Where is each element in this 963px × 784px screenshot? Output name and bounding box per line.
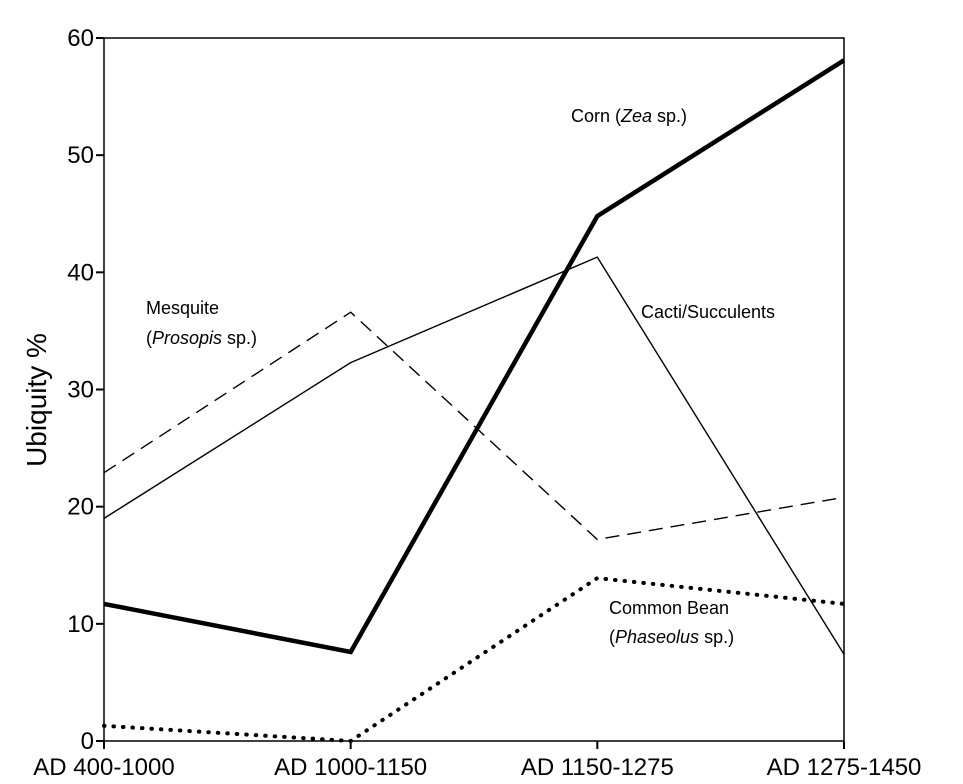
corn-series-line — [103, 58, 846, 655]
corn-annotation: Corn (Zea sp.) — [571, 106, 687, 126]
y-tick-label: 20 — [67, 494, 94, 521]
y-tick-label: 30 — [67, 377, 94, 404]
x-axis: AD 400-1000 AD 1000-1150 AD 1150-1275 AD 12… — [33, 741, 921, 781]
bean-annotation-line1: Common Bean — [609, 598, 729, 618]
y-axis: 0 10 20 30 40 50 60 — [67, 25, 104, 755]
x-tick-label: AD 1000-1150 — [274, 754, 427, 781]
mesquite-annotation-line2: (Prosopis sp.) — [146, 328, 257, 348]
y-tick-label: 10 — [67, 611, 94, 638]
series-layer — [102, 58, 846, 744]
y-axis-title: Ubiquity % — [21, 333, 52, 467]
mesquite-annotation-italic: Prosopis — [152, 328, 222, 348]
bean-annotation-italic: Phaseolus — [615, 627, 699, 647]
y-tick-label: 50 — [67, 142, 94, 169]
corn-annotation-prefix: Corn ( — [571, 106, 621, 126]
bean-annotation-prefix: ( — [609, 627, 615, 647]
cacti-annotation: Cacti/Succulents — [641, 302, 775, 322]
mesquite-annotation-prefix: ( — [146, 328, 152, 348]
cacti-series-line — [103, 256, 845, 655]
x-tick-label: AD 400-1000 — [33, 754, 174, 781]
y-tick-label: 40 — [67, 259, 94, 286]
bean-annotation-suffix: sp.) — [699, 627, 734, 647]
x-tick-label: AD 1275-1450 — [767, 754, 922, 781]
bean-annotation-line2: (Phaseolus sp.) — [609, 627, 734, 647]
y-tick-label: 60 — [67, 25, 94, 52]
mesquite-annotation-line1: Mesquite — [146, 298, 219, 318]
mesquite-annotation-suffix: sp.) — [222, 328, 257, 348]
corn-annotation-italic: Zea — [620, 106, 652, 126]
x-tick-label: AD 1150-1275 — [521, 754, 674, 781]
mesquite-series-line — [103, 311, 845, 541]
corn-annotation-suffix: sp.) — [652, 106, 687, 126]
bean-series-line — [102, 576, 846, 744]
y-tick-label: 0 — [81, 728, 94, 755]
